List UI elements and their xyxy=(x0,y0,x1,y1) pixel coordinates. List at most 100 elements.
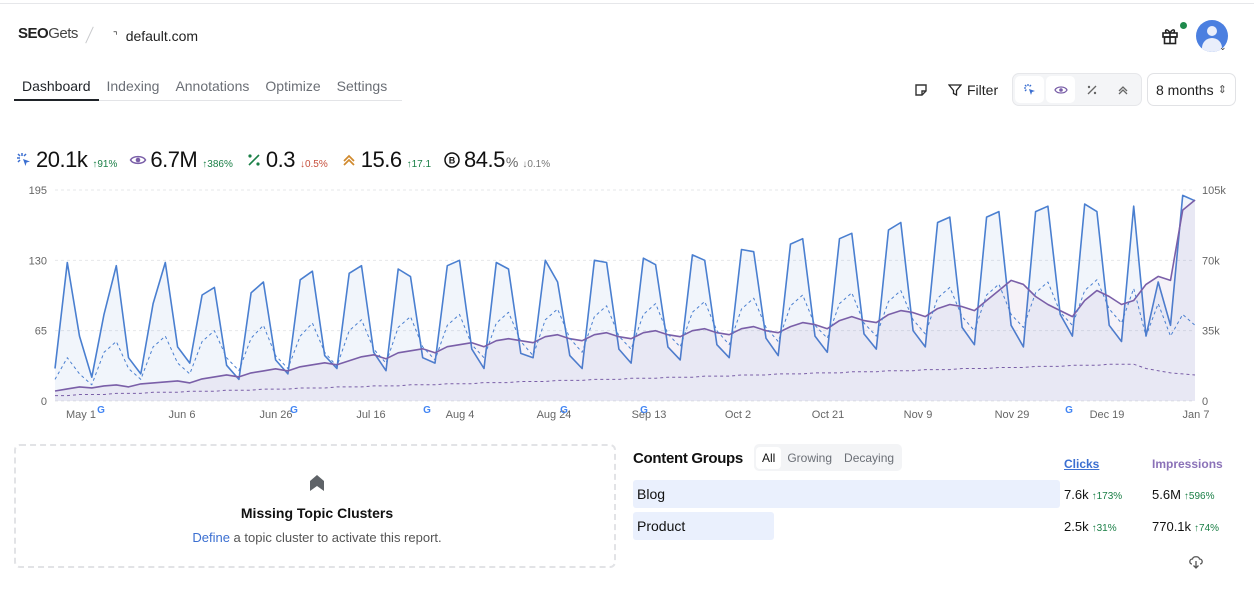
content-group-impressions: 770.1k ↑74% xyxy=(1152,519,1220,534)
tab-settings[interactable]: Settings xyxy=(336,78,388,94)
download-icon[interactable] xyxy=(1188,553,1204,569)
filter-all[interactable]: All xyxy=(756,446,782,469)
top-divider xyxy=(0,3,1254,4)
content-group-bar xyxy=(633,512,774,540)
ctr-icon xyxy=(1087,85,1096,94)
y-right-tick: 105k xyxy=(1202,185,1226,197)
eye-icon xyxy=(129,155,147,165)
site-name: default.com xyxy=(125,28,199,44)
tab-optimize[interactable]: Optimize xyxy=(265,78,321,94)
date-range-value: 8 months xyxy=(1156,81,1214,98)
x-tick: Jan 7 xyxy=(1183,409,1210,421)
site-favicon-icon: ⌝ xyxy=(113,30,118,42)
y-right-tick: 70k xyxy=(1202,255,1220,267)
breadcrumb-separator xyxy=(85,26,94,44)
x-tick: Dec 19 xyxy=(1090,409,1125,421)
kpi-bot-share[interactable]: B 84.5% ↓0.1% xyxy=(443,147,550,173)
y-right-tick: 35k xyxy=(1202,326,1220,338)
site-selector[interactable]: ⌝ default.com xyxy=(113,28,198,44)
y-left-tick: 65 xyxy=(35,326,47,338)
notification-dot xyxy=(1180,22,1187,29)
series-line-ctr xyxy=(55,363,1196,397)
position-icon xyxy=(343,154,355,166)
define-link[interactable]: Define xyxy=(192,530,230,545)
tab-dashboard[interactable]: Dashboard xyxy=(14,74,99,101)
x-tick: Jun 6 xyxy=(169,409,196,421)
kpi-row: 20.1k ↑91% 6.7M ↑386% 0.3 ↓0.5% 15.6 ↑17.1 B… xyxy=(15,147,562,173)
x-tick: Sep 13 xyxy=(632,409,667,421)
bot-icon: B xyxy=(444,152,460,168)
y-right-tick: 0 xyxy=(1202,396,1208,408)
google-update-icon: G xyxy=(97,405,105,416)
x-tick: Nov 29 xyxy=(995,409,1030,421)
performance-chart[interactable]: 0 65 130 195 0 35k 70k 105k May 1 Jun 6 Jun 26 Jul … xyxy=(0,176,1254,426)
content-group-bar xyxy=(633,480,1060,508)
column-header-clicks[interactable]: Clicks xyxy=(1064,457,1100,471)
content-group-row[interactable]: Product 2.5k ↑31% 770.1k ↑74% xyxy=(633,512,1233,540)
logo-text: SEOGets xyxy=(18,25,78,42)
y-left-tick: 130 xyxy=(29,255,47,267)
x-tick: Aug 4 xyxy=(446,409,475,421)
avatar-head xyxy=(1207,26,1217,36)
filter-decaying[interactable]: Decaying xyxy=(844,450,895,465)
content-group-name: Blog xyxy=(637,486,666,502)
y-left-tick: 195 xyxy=(29,185,47,197)
gift-icon[interactable] xyxy=(1161,27,1179,45)
google-update-icon: G xyxy=(290,405,298,416)
content-group-row[interactable]: Blog 7.6k ↑173% 5.6M ↑596% xyxy=(633,480,1233,508)
toggle-impressions[interactable] xyxy=(1046,76,1075,103)
toggle-ctr[interactable] xyxy=(1077,76,1106,103)
column-header-impressions[interactable]: Impressions xyxy=(1152,457,1223,471)
x-tick: May 1 xyxy=(66,409,96,421)
content-group-impressions: 5.6M ↑596% xyxy=(1152,487,1215,502)
topic-clusters-title: Missing Topic Clusters xyxy=(240,505,394,521)
x-tick: Aug 24 xyxy=(537,409,572,421)
toggle-position[interactable] xyxy=(1108,76,1137,103)
x-tick: Oct 21 xyxy=(812,409,844,421)
filter-growing[interactable]: Growing xyxy=(787,450,833,465)
topic-clusters-card: Missing Topic Clusters Define a topic cl… xyxy=(14,444,616,568)
series-line-clicks xyxy=(54,194,1196,381)
filter-label: Filter xyxy=(967,82,999,98)
filter-icon xyxy=(948,84,962,97)
clicks-icon xyxy=(17,153,30,166)
tab-indexing[interactable]: Indexing xyxy=(106,78,160,94)
kpi-position[interactable]: 15.6 ↑17.1 xyxy=(340,147,431,173)
filter-button[interactable]: Filter xyxy=(948,82,998,98)
x-tick: Nov 9 xyxy=(904,409,933,421)
series-line-impressions xyxy=(54,199,1196,392)
kpi-clicks[interactable]: 20.1k ↑91% xyxy=(15,147,117,173)
google-update-icon: G xyxy=(640,405,648,416)
topic-cluster-icon xyxy=(310,475,324,491)
x-tick: Jul 16 xyxy=(356,409,385,421)
main-tabs: Dashboard Indexing Annotations Optimize … xyxy=(14,74,402,101)
avatar[interactable] xyxy=(1196,20,1228,52)
metric-toggle-group xyxy=(1012,73,1142,106)
content-group-name: Product xyxy=(637,518,686,534)
topic-clusters-subtitle: Define a topic cluster to activate this … xyxy=(192,530,442,545)
content-group-clicks: 7.6k ↑173% xyxy=(1064,487,1123,502)
chevron-down-icon[interactable]: ⌄ xyxy=(1219,42,1227,52)
y-left-tick: 0 xyxy=(41,396,47,408)
x-tick: Oct 2 xyxy=(725,409,751,421)
kpi-impressions[interactable]: 6.7M ↑386% xyxy=(129,147,233,173)
google-update-icon: G xyxy=(560,405,568,416)
google-update-icon: G xyxy=(423,405,431,416)
clicks-icon xyxy=(1023,83,1035,95)
x-tick: Jun 26 xyxy=(259,409,292,421)
select-caret-icon: ⇕ xyxy=(1217,84,1227,96)
content-groups-filter: All Growing Decaying xyxy=(754,444,903,471)
content-groups-title: Content Groups xyxy=(633,450,743,467)
position-icon xyxy=(1118,85,1127,94)
seogets-logo[interactable]: SEOGets xyxy=(18,25,78,42)
eye-icon xyxy=(1053,85,1068,94)
kpi-ctr[interactable]: 0.3 ↓0.5% xyxy=(245,147,328,173)
tab-annotations[interactable]: Annotations xyxy=(175,78,250,94)
content-group-clicks: 2.5k ↑31% xyxy=(1064,519,1117,534)
note-icon[interactable] xyxy=(914,83,928,97)
date-range-select[interactable]: 8 months ⇕ xyxy=(1147,73,1236,106)
svg-text:B: B xyxy=(449,156,456,166)
google-update-icon: G xyxy=(1065,405,1073,416)
series-line-position xyxy=(54,279,1196,386)
toggle-clicks[interactable] xyxy=(1015,76,1044,103)
